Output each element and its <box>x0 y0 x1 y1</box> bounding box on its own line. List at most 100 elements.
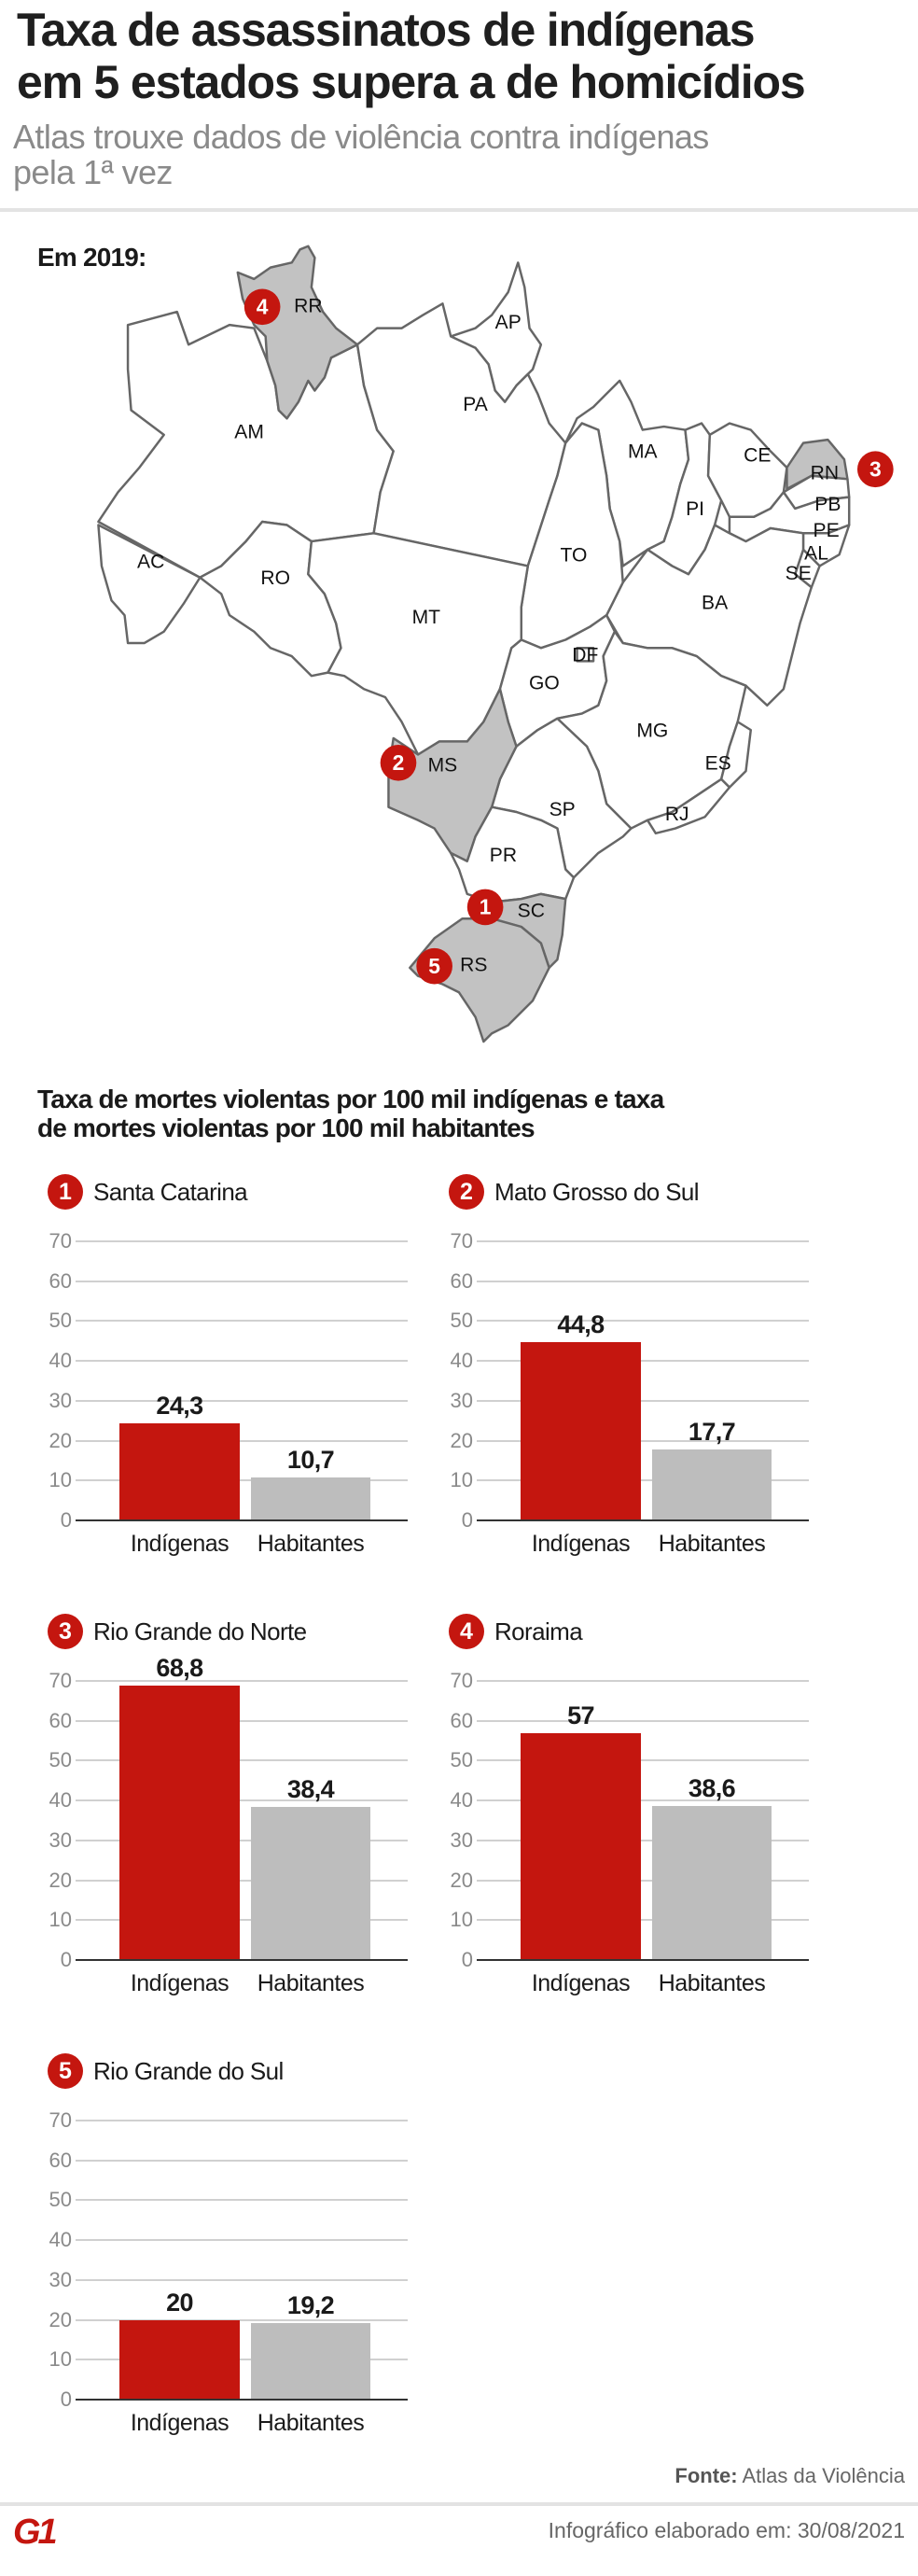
bar-value-label: 68,8 <box>156 1654 203 1683</box>
y-tick-label: 60 <box>450 1268 473 1293</box>
y-tick-label: 0 <box>60 1508 72 1532</box>
gridline <box>76 1839 408 1841</box>
bar-indigenas <box>119 1686 240 1960</box>
y-tick-label: 40 <box>49 1349 72 1373</box>
state-label-ba: BA <box>702 592 729 613</box>
y-tick-label: 10 <box>450 1908 473 1932</box>
gridline <box>477 1280 809 1282</box>
rank-badge: 3 <box>48 1614 83 1649</box>
gridline <box>76 1360 408 1363</box>
state-label-rj: RJ <box>665 804 689 825</box>
gridline <box>76 2318 408 2321</box>
bar-indigenas <box>521 1341 641 1520</box>
bar-value-label: 57 <box>567 1701 594 1729</box>
subtitle-line-2: pela 1ª vez <box>13 153 173 191</box>
y-tick-label: 20 <box>49 1868 72 1892</box>
bar-value-label: 38,4 <box>286 1774 335 1803</box>
rank-badge: 5 <box>48 2053 83 2089</box>
y-tick-label: 40 <box>49 1788 72 1813</box>
state-label-pr: PR <box>490 845 517 866</box>
x-category-label: Habitantes <box>257 1970 365 1996</box>
bar-habitantes <box>652 1449 772 1520</box>
y-tick-label: 0 <box>60 1948 72 1971</box>
gridline <box>76 2359 408 2361</box>
y-tick-label: 30 <box>49 1827 72 1852</box>
gridline <box>76 2239 408 2242</box>
x-axis-line <box>477 1959 809 1961</box>
x-axis-line <box>76 2399 408 2401</box>
rank-badge-number: 3 <box>869 457 882 482</box>
bar-chart: 1 Santa Catarina 0 10 20 30 40 50 60 70 24,3 Indíge… <box>0 1167 410 1577</box>
gridline <box>477 1759 809 1762</box>
gridline <box>76 1680 408 1682</box>
y-tick-label: 30 <box>450 1388 473 1412</box>
state-pa <box>355 302 567 567</box>
y-tick-label: 70 <box>49 1669 72 1692</box>
state-label-rn: RN <box>811 463 839 484</box>
state-label-ac: AC <box>137 551 164 572</box>
gridline <box>477 1439 809 1442</box>
state-label-am: AM <box>234 422 264 443</box>
gridline <box>477 1719 809 1722</box>
rank-badge-sc <box>466 889 504 926</box>
rank-badge-number: 1 <box>480 895 492 919</box>
bar-habitantes <box>251 2322 370 2400</box>
subtitle: Atlas trouxe dados de violência contra i… <box>13 119 909 190</box>
chart-title: Santa Catarina <box>93 1178 248 1206</box>
rank-badge-rr <box>243 288 281 326</box>
y-tick-label: 30 <box>49 2267 72 2291</box>
gridline <box>477 1680 809 1682</box>
x-category-label: Indígenas <box>531 1970 631 1996</box>
y-tick-label: 20 <box>49 1428 72 1452</box>
gridline <box>76 1479 408 1482</box>
bar-value-label: 24,3 <box>156 1392 203 1421</box>
x-axis-line <box>477 1519 809 1521</box>
bar-habitantes <box>652 1806 772 1960</box>
state-label-sp: SP <box>549 799 576 820</box>
state-label-pb: PB <box>814 494 841 515</box>
y-tick-label: 0 <box>461 1508 473 1532</box>
state-label-pe: PE <box>814 520 840 541</box>
bar-chart: 2 Mato Grosso do Sul 0 10 20 30 40 50 60 70 44,8 In… <box>401 1167 812 1577</box>
g1-logo: G1 <box>13 2513 58 2552</box>
chart-title: Mato Grosso do Sul <box>494 1178 700 1206</box>
gridline <box>477 1479 809 1482</box>
chart-title: Rio Grande do Sul <box>93 2057 284 2085</box>
state-label-al: AL <box>804 543 828 565</box>
infographic-date: Infográfico elaborado em: 30/08/2021 <box>548 2518 905 2542</box>
gridline <box>76 1439 408 1442</box>
gridline <box>477 1879 809 1882</box>
gridline <box>477 1399 809 1402</box>
state-label-ma: MA <box>628 441 659 463</box>
state-label-pi: PI <box>686 498 704 520</box>
map-year-label: Em 2019: <box>37 243 146 272</box>
y-tick-label: 40 <box>450 1788 473 1813</box>
gridline <box>76 1320 408 1323</box>
x-category-label: Habitantes <box>658 1970 766 1996</box>
title-line-1: Taxa de assassinatos de indígenas <box>17 4 756 56</box>
state-label-ce: CE <box>744 444 771 466</box>
y-tick-label: 10 <box>49 1908 72 1932</box>
y-tick-label: 40 <box>450 1349 473 1373</box>
bar-value-label: 44,8 <box>557 1309 605 1338</box>
bar-chart: 5 Rio Grande do Sul 0 10 20 30 40 50 60 70 20 Indíg… <box>0 2046 410 2457</box>
state-label-to: TO <box>561 544 588 566</box>
state-label-pa: PA <box>463 394 488 415</box>
x-category-label: Habitantes <box>257 1531 365 1557</box>
y-tick-label: 20 <box>450 1428 473 1452</box>
source-value: Atlas da Violência <box>742 2464 906 2487</box>
y-tick-label: 10 <box>450 1468 473 1492</box>
rank-badge-number: 5 <box>428 954 440 978</box>
gridline <box>477 1799 809 1802</box>
gridline <box>477 1360 809 1363</box>
gridline <box>76 1280 408 1282</box>
gridline <box>477 1240 809 1242</box>
x-category-label: Indígenas <box>531 1531 631 1557</box>
x-axis-line <box>76 1959 408 1961</box>
state-label-mt: MT <box>412 607 441 628</box>
y-tick-label: 70 <box>49 1229 72 1253</box>
y-tick-label: 20 <box>450 1868 473 1892</box>
gridline <box>477 1839 809 1841</box>
gridline <box>76 2199 408 2202</box>
